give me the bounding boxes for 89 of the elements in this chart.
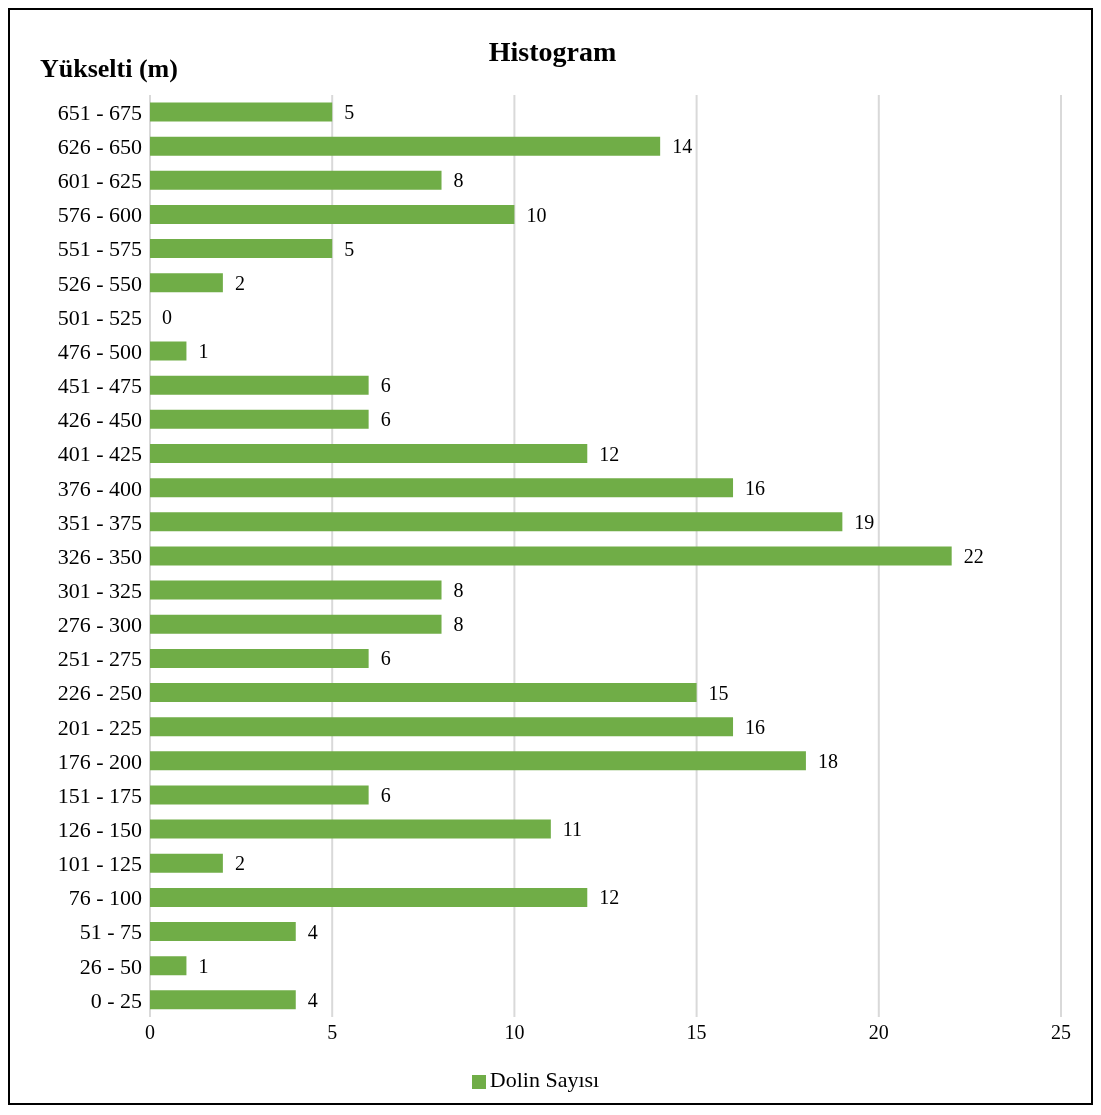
y-tick-label: 626 - 650: [57, 134, 142, 160]
data-label: 12: [599, 886, 620, 909]
y-tick-label: 601 - 625: [57, 168, 142, 194]
y-tick-label: 176 - 200: [57, 748, 142, 774]
data-label: 1: [198, 340, 209, 363]
y-tick-label: 451 - 475: [57, 373, 142, 399]
y-tick-label: 576 - 600: [57, 202, 142, 228]
bar: [150, 683, 697, 703]
y-tick-label: 51 - 75: [79, 919, 142, 945]
data-label: 2: [234, 852, 245, 875]
data-label: 22: [963, 545, 984, 567]
data-label: 6: [380, 647, 391, 670]
data-label: 1: [198, 954, 209, 977]
data-label: 0: [162, 305, 172, 328]
data-label: 16: [745, 715, 766, 738]
bar: [150, 546, 952, 566]
bar: [150, 751, 806, 771]
y-tick-label: 101 - 125: [57, 851, 142, 877]
data-label: 5: [344, 101, 355, 124]
data-label: 11: [562, 818, 583, 841]
x-tick-label: 10: [504, 1021, 525, 1044]
y-tick-label: 276 - 300: [57, 612, 142, 638]
x-tick-label: 25: [1051, 1021, 1071, 1044]
y-tick-label: 651 - 675: [57, 99, 142, 125]
y-tick-label: 0 - 25: [90, 987, 142, 1013]
y-tick-label: 401 - 425: [57, 441, 142, 467]
bar: [150, 990, 296, 1010]
y-tick-label: 251 - 275: [57, 646, 142, 672]
data-label: 15: [708, 681, 729, 704]
data-label: 4: [307, 988, 318, 1011]
bar: [150, 443, 588, 463]
y-tick-label: 151 - 175: [57, 782, 142, 808]
data-label: 16: [745, 476, 766, 499]
bar: [150, 580, 442, 600]
data-label: 6: [380, 784, 391, 807]
data-label: 8: [453, 613, 464, 636]
x-tick-label: 0: [145, 1021, 155, 1044]
data-label: 6: [380, 374, 391, 397]
data-label: 12: [599, 442, 620, 465]
legend-label: Dolin Sayısı: [489, 1067, 600, 1092]
bar: [150, 136, 661, 156]
bar: [150, 648, 369, 668]
y-tick-label: 226 - 250: [57, 680, 142, 706]
bar: [150, 887, 588, 907]
y-tick-label: 201 - 225: [57, 714, 142, 740]
y-axis-title: Yükselti (m): [40, 54, 178, 84]
data-label: 18: [817, 749, 838, 772]
bar: [150, 853, 223, 873]
y-tick-label: 26 - 50: [79, 953, 142, 979]
bar: [150, 785, 369, 805]
x-tick-label: 5: [327, 1021, 338, 1044]
bar: [150, 478, 734, 498]
y-tick-label: 301 - 325: [57, 577, 142, 603]
data-label: 6: [380, 408, 391, 431]
data-label: 2: [234, 271, 245, 294]
data-label: 10: [526, 203, 547, 226]
bar: [150, 341, 187, 361]
data-label: 8: [453, 169, 464, 192]
x-tick-label: 20: [868, 1021, 889, 1044]
y-tick-label: 376 - 400: [57, 475, 142, 501]
bar: [150, 512, 843, 532]
bar: [150, 170, 442, 190]
chart-title: Histogram: [488, 36, 617, 67]
y-tick-label: 76 - 100: [68, 885, 142, 911]
bar: [150, 375, 369, 395]
y-tick-label: 126 - 150: [57, 817, 142, 842]
bar: [150, 102, 333, 122]
data-label: 8: [453, 579, 464, 602]
y-tick-label: 551 - 575: [57, 236, 142, 262]
data-label: 19: [854, 510, 875, 533]
bar: [150, 956, 187, 976]
bar: [150, 922, 296, 942]
y-tick-label: 526 - 550: [57, 270, 142, 296]
bar: [150, 204, 515, 224]
bar: [150, 717, 734, 737]
bar: [150, 409, 369, 429]
bar: [150, 614, 442, 634]
y-tick-label: 326 - 350: [57, 543, 142, 569]
y-tick-label: 476 - 500: [57, 338, 142, 364]
bar: [150, 273, 223, 293]
bar: [150, 819, 551, 839]
y-tick-label: 426 - 450: [57, 407, 142, 433]
y-tick-label: 501 - 525: [57, 304, 142, 330]
y-tick-label: 351 - 375: [57, 509, 142, 535]
x-tick-label: 15: [686, 1021, 707, 1044]
data-label: 5: [344, 237, 355, 260]
data-label: 4: [307, 920, 318, 943]
data-label: 14: [672, 135, 693, 158]
bar: [150, 239, 333, 259]
